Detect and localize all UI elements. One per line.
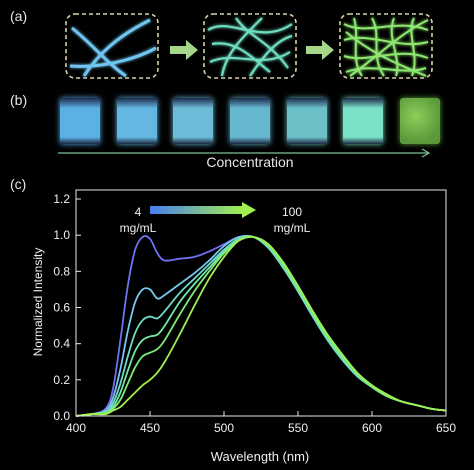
x-tick-label: 650 <box>436 421 456 435</box>
y-tick-label: 1.2 <box>53 192 70 206</box>
y-tick-label: 1.0 <box>53 228 70 242</box>
vial <box>230 98 270 144</box>
x-tick-label: 550 <box>288 421 308 435</box>
y-tick-label: 0.6 <box>53 301 70 315</box>
arrow-right-icon <box>306 40 334 60</box>
network-frame-3 <box>339 13 433 79</box>
y-tick-label: 0.2 <box>53 373 70 387</box>
vial <box>116 98 157 144</box>
spectrum-line-6 <box>75 235 447 417</box>
vial <box>60 98 100 144</box>
dense-fibers <box>343 17 429 77</box>
x-tick-label: 600 <box>362 421 382 435</box>
y-tick-label: 0.4 <box>53 337 70 351</box>
emission-spectrum-chart: 400 450 500 550 600 6500.00.20.40.60.81.01.2 … <box>31 189 456 464</box>
x-tick-label: 400 <box>66 421 86 435</box>
network-frame-1 <box>65 13 159 79</box>
fiber-network-schematic <box>65 13 433 79</box>
arrow-right-icon <box>170 40 198 60</box>
gradient-arrowhead <box>242 202 256 218</box>
panel-b-label: (b) <box>10 92 28 108</box>
concentration-label: Concentration <box>206 154 294 170</box>
network-frame-2 <box>203 13 297 79</box>
vial <box>343 98 384 144</box>
y-tick-label: 0.8 <box>53 264 70 278</box>
annotation-low-unit: mg/mL <box>120 221 157 235</box>
y-axis-label: Normalized Intensity <box>31 248 45 357</box>
vial <box>286 98 327 144</box>
vial <box>400 98 440 144</box>
concentration-gradient-bar <box>150 206 242 214</box>
annotation-high-value: 100 <box>282 205 302 219</box>
spectrum-line-1 <box>75 234 447 417</box>
concentration-arrow <box>58 148 431 158</box>
vial-row <box>60 96 440 146</box>
panel-c-label: (c) <box>10 176 27 192</box>
x-axis-label: Wavelength (nm) <box>211 449 310 464</box>
annotation-high-unit: mg/mL <box>274 221 311 235</box>
annotation-low-value: 4 <box>135 205 142 219</box>
y-tick-label: 0.0 <box>53 409 70 423</box>
medium-fibers <box>207 17 293 77</box>
plot-frame <box>75 189 447 417</box>
x-tick-label: 500 <box>214 421 234 435</box>
spectrum-line-5 <box>75 235 447 417</box>
sparse-fibers <box>69 18 157 78</box>
panel-a-label: (a) <box>10 8 28 24</box>
x-tick-label: 450 <box>140 421 160 435</box>
vial <box>173 98 214 144</box>
